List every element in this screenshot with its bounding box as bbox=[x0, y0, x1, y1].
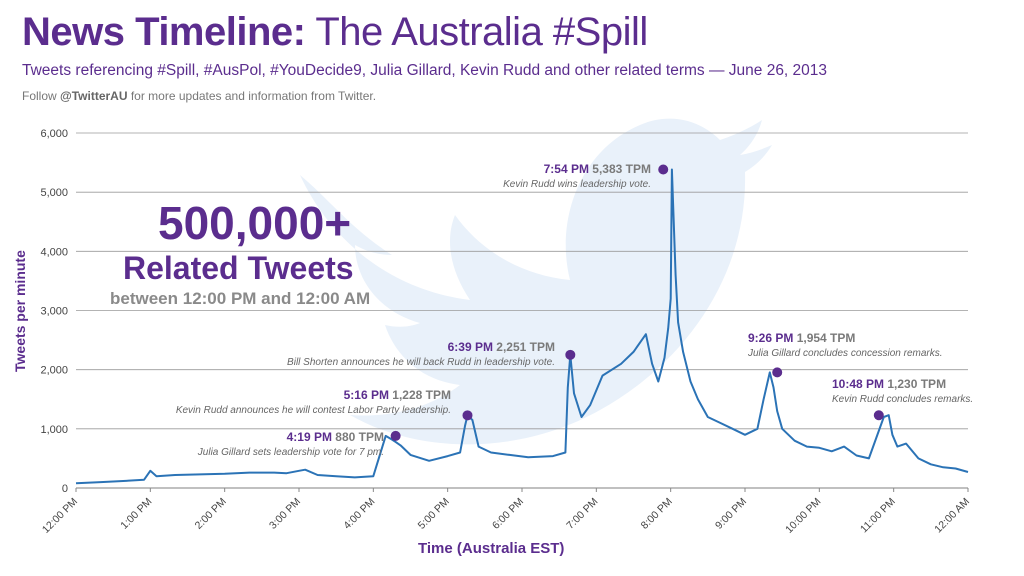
annotation-point bbox=[565, 349, 576, 360]
x-tick-label: 4:00 PM bbox=[341, 496, 377, 532]
annotation-point bbox=[873, 410, 884, 421]
y-tick-label: 6,000 bbox=[40, 128, 68, 140]
x-tick-label: 11:00 PM bbox=[858, 496, 898, 536]
follow-note: Follow @TwitterAU for more updates and i… bbox=[22, 89, 376, 103]
annotation-description: Kevin Rudd announces he will contest Lab… bbox=[176, 405, 451, 416]
annotation-point bbox=[772, 367, 783, 378]
chart-subtitle: Tweets referencing #Spill, #AusPol, #You… bbox=[22, 62, 828, 79]
y-tick-label: 1,000 bbox=[40, 424, 68, 436]
y-tick-label: 4,000 bbox=[40, 246, 68, 258]
annotation-value: 1,954 TPM bbox=[793, 331, 855, 345]
tweet-count-label: Related Tweets bbox=[123, 250, 354, 286]
chart-title: News Timeline: The Australia #Spill bbox=[22, 10, 648, 55]
x-tick-label: 10:00 PM bbox=[783, 496, 823, 536]
annotation-value: 1,228 TPM bbox=[389, 388, 451, 402]
annotation-heading: 9:26 PM 1,954 TPM bbox=[748, 331, 855, 345]
follow-suffix: for more updates and information from Tw… bbox=[127, 89, 377, 103]
tweet-count-range: between 12:00 PM and 12:00 AM bbox=[110, 289, 371, 308]
follow-handle[interactable]: @TwitterAU bbox=[60, 89, 128, 103]
annotation-heading: 5:16 PM 1,228 TPM bbox=[344, 388, 451, 402]
annotation-heading: 10:48 PM 1,230 TPM bbox=[832, 377, 946, 391]
x-tick-label: 8:00 PM bbox=[639, 496, 675, 532]
x-tick-label: 3:00 PM bbox=[267, 496, 303, 532]
follow-prefix: Follow bbox=[22, 89, 61, 103]
twitter-bird-icon bbox=[300, 118, 772, 445]
annotation-heading: 7:54 PM 5,383 TPM bbox=[544, 162, 651, 176]
x-tick-label: 1:00 PM bbox=[118, 496, 154, 532]
y-tick-label: 5,000 bbox=[40, 187, 68, 199]
x-tick-label: 12:00 PM bbox=[40, 496, 80, 536]
y-tick-label: 0 bbox=[62, 483, 68, 495]
annotation-heading: 6:39 PM 2,251 TPM bbox=[448, 340, 555, 354]
annotation-description: Bill Shorten announces he will back Rudd… bbox=[287, 357, 555, 368]
x-tick-label: 7:00 PM bbox=[564, 496, 600, 532]
annotation-value: 5,383 TPM bbox=[589, 162, 651, 176]
title-rest: The Australia #Spill bbox=[315, 10, 648, 54]
annotation-value: 1,230 TPM bbox=[884, 377, 946, 391]
annotation-time: 4:19 PM bbox=[287, 430, 332, 444]
y-tick-label: 2,000 bbox=[40, 365, 68, 377]
annotation-time: 5:16 PM bbox=[344, 388, 389, 402]
annotation-point bbox=[462, 410, 473, 421]
annotation-description: Julia Gillard concludes concession remar… bbox=[747, 348, 943, 359]
annotation-point bbox=[390, 430, 401, 441]
x-tick-label: 12:00 AM bbox=[932, 496, 972, 536]
x-axis-label: Time (Australia EST) bbox=[418, 540, 565, 557]
x-tick-label: 2:00 PM bbox=[193, 496, 229, 532]
tweet-count: 500,000+ bbox=[158, 197, 352, 249]
y-axis-label: Tweets per minute bbox=[12, 250, 28, 372]
annotation-time: 6:39 PM bbox=[448, 340, 493, 354]
series-line bbox=[75, 168, 969, 485]
annotation-time: 9:26 PM bbox=[748, 331, 793, 345]
x-tick-label: 6:00 PM bbox=[490, 496, 526, 532]
annotation-description: Kevin Rudd wins leadership vote. bbox=[503, 179, 651, 190]
x-tick-label: 9:00 PM bbox=[713, 496, 749, 532]
annotation-description: Julia Gillard sets leadership vote for 7… bbox=[197, 447, 384, 458]
annotation-time: 7:54 PM bbox=[544, 162, 589, 176]
annotation-description: Kevin Rudd concludes remarks. bbox=[832, 394, 973, 405]
annotation-heading: 4:19 PM 880 TPM bbox=[287, 430, 384, 444]
annotation-time: 10:48 PM bbox=[832, 377, 884, 391]
title-bold: News Timeline: bbox=[22, 10, 306, 54]
annotation-value: 2,251 TPM bbox=[493, 340, 555, 354]
annotation-point bbox=[658, 164, 669, 175]
annotation-value: 880 TPM bbox=[332, 430, 384, 444]
y-tick-label: 3,000 bbox=[40, 306, 68, 318]
x-tick-label: 5:00 PM bbox=[416, 496, 452, 532]
